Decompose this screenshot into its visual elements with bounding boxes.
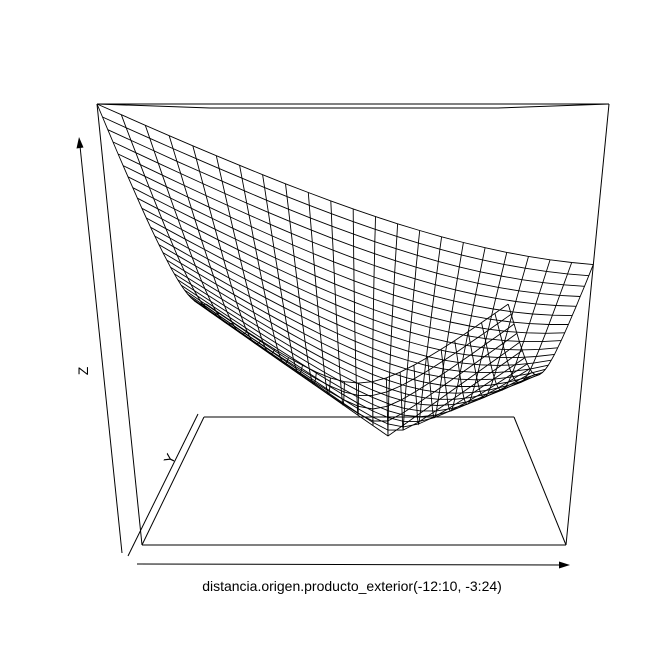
z-axis-label: Z [75,366,91,375]
mesh-line-x [481,259,551,391]
x-axis-arrow [136,561,570,569]
mesh-line-y [187,293,526,428]
mesh-line-y [146,217,555,359]
box-edge-front-left [96,103,143,546]
box-edge-right-bottom [513,416,567,546]
z-axis-arrow [76,137,123,554]
mesh-line-y [205,303,509,384]
mesh-line-x [427,242,464,419]
x-axis-label: distancia.origen.producto_exterior(-12:1… [202,578,502,594]
box-edge-front-right [565,103,610,546]
surface-mesh [96,103,594,437]
box-edge-top-left [96,103,211,109]
mesh-line-y [177,279,533,412]
mesh-line-y [184,289,528,422]
mesh-line-x [371,216,376,426]
mesh-line-x [440,247,486,412]
mesh-line-y [190,297,523,431]
mesh-line-y [137,197,562,343]
mesh-line-y [112,141,581,297]
mesh-line-y [170,266,538,400]
mesh-line-y [122,165,573,317]
mesh-line-x [413,236,443,426]
mesh-line-x [352,208,359,416]
mesh-line-x [307,192,331,395]
box-edge-top-right [497,103,610,109]
mesh-line-y [107,129,585,287]
mesh-line-y [173,273,535,406]
mesh-line-y [154,235,549,374]
y-axis-label: Y [160,450,179,466]
mesh-line-x [239,165,289,365]
mesh-line-y [162,252,543,387]
mesh-line-x [385,223,399,437]
mesh-line-y [96,103,594,266]
mesh-line-y [141,207,558,351]
mesh-line-y [193,300,520,437]
mesh-line-x [507,264,594,376]
box-edge-left-bottom [141,416,205,546]
mesh-line-x [399,230,421,431]
y-axis-arrow [127,413,199,557]
mesh-line-y [166,259,541,394]
mesh-line-x [467,256,529,398]
mesh-line-y [127,176,569,325]
mesh-line-x [330,200,345,406]
mesh-line-y [150,226,552,366]
plot-box-front [96,103,610,546]
mesh-line-y [158,244,546,381]
mesh-line-y [102,116,589,277]
plot-box-back [141,107,567,546]
mesh-line-y [132,187,565,334]
mesh-line-y [117,153,577,307]
